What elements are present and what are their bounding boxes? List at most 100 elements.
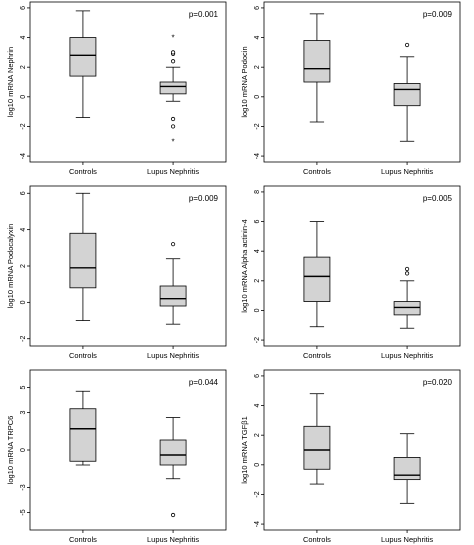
- x-category-label: Controls: [303, 351, 331, 360]
- box-lupus-nephritis: [159, 417, 187, 518]
- y-tick-label: 4: [254, 36, 261, 40]
- y-tick-label: 2: [254, 65, 261, 69]
- y-tick-label: 6: [254, 220, 261, 224]
- box-controls: [69, 192, 97, 321]
- iqr-box: [69, 37, 97, 77]
- y-axis-label: log10 mRNA Podocin: [240, 46, 249, 117]
- y-tick-label: 0: [254, 95, 261, 99]
- outlier-point: [404, 42, 410, 48]
- y-tick-label: 4: [20, 36, 27, 40]
- y-tick-label: -4: [254, 521, 261, 527]
- y-tick-label: -4: [20, 153, 27, 159]
- plot-frame: [263, 369, 461, 531]
- y-tick-label: 8: [254, 190, 261, 194]
- box-controls: [303, 393, 331, 485]
- y-tick-label: 6: [254, 6, 261, 10]
- outlier-point: [404, 271, 410, 276]
- y-tick-label: 4: [254, 249, 261, 253]
- outlier-point: [170, 512, 176, 518]
- y-axis-label: log10 mRNA TGFβ1: [240, 416, 249, 484]
- plot-frame: [29, 1, 227, 163]
- y-tick-label: 6: [20, 6, 27, 10]
- iqr-box: [393, 83, 421, 107]
- y-tick-label: 4: [254, 404, 261, 408]
- outlier-point: [404, 266, 410, 272]
- iqr-box: [303, 425, 331, 470]
- y-tick-label: -4: [254, 153, 261, 159]
- y-axis-label: log10 mRNA Alpha actinin-4: [240, 219, 249, 312]
- p-value-annotation: p=0.009: [423, 10, 453, 19]
- iqr-box: [303, 256, 331, 302]
- iqr-box: [159, 439, 187, 466]
- plot-frame: [263, 185, 461, 347]
- p-value-annotation: p=0.044: [189, 378, 219, 387]
- x-category-label: Lupus Nephritis: [147, 167, 199, 176]
- box-lupus-nephritis: **: [159, 34, 187, 146]
- y-tick-label: 6: [254, 374, 261, 378]
- box-lupus-nephritis: [393, 266, 421, 329]
- x-category-label: Lupus Nephritis: [381, 351, 433, 360]
- panel-2: -4 -2 0 2 4 6 log10 mRNA Podocin p=0.009 Control…: [240, 1, 461, 176]
- y-tick-label: 5: [20, 385, 27, 389]
- iqr-box: [393, 457, 421, 481]
- y-tick-label: 0: [20, 300, 27, 304]
- y-tick-label: 2: [254, 279, 261, 283]
- y-tick-label: 2: [20, 264, 27, 268]
- iqr-box: [69, 408, 97, 462]
- iqr-box: [159, 81, 187, 95]
- y-tick-label: -2: [254, 491, 261, 497]
- box-lupus-nephritis: [159, 242, 187, 325]
- x-category-label: Lupus Nephritis: [147, 535, 199, 544]
- y-tick-label: 2: [254, 433, 261, 437]
- x-category-label: Controls: [69, 167, 97, 176]
- y-tick-label: 0: [254, 463, 261, 467]
- p-value-annotation: p=0.001: [189, 10, 219, 19]
- box-controls: [303, 221, 331, 328]
- x-category-label: Controls: [69, 535, 97, 544]
- x-category-label: Controls: [303, 167, 331, 176]
- outlier-point: [170, 50, 176, 55]
- plot-frame: [29, 369, 227, 531]
- y-axis-label: log10 mRNA TRPC6: [6, 416, 15, 485]
- p-value-annotation: p=0.020: [423, 378, 453, 387]
- y-tick-label: 0: [20, 448, 27, 452]
- outlier-point: [170, 124, 176, 129]
- box-lupus-nephritis: [393, 42, 421, 142]
- p-value-annotation: p=0.005: [423, 194, 453, 203]
- panel-6: -4 -2 0 2 4 6 log10 mRNA TGFβ1 p=0.020 Controls L…: [240, 369, 461, 544]
- plot-frame: [263, 1, 461, 163]
- box-controls: [303, 13, 331, 123]
- outlier-point: [170, 59, 176, 64]
- x-category-label: Lupus Nephritis: [147, 351, 199, 360]
- y-axis-label: log10 mRNA Nephrin: [6, 47, 15, 117]
- x-category-label: Lupus Nephritis: [381, 167, 433, 176]
- iqr-box: [393, 301, 421, 316]
- panel-3: -2 0 2 4 6 log10 mRNA Podocalyxin p=0.009 Contr…: [6, 185, 227, 360]
- x-category-label: Controls: [303, 535, 331, 544]
- box-lupus-nephritis: [393, 433, 421, 504]
- x-category-label: Lupus Nephritis: [381, 535, 433, 544]
- panel-4: -2 0 2 4 6 8 log10 mRNA Alpha actinin-4 p=0.005…: [240, 185, 461, 360]
- y-tick-label: 3: [20, 410, 27, 414]
- y-tick-label: -2: [254, 123, 261, 129]
- outlier-point: [170, 116, 176, 122]
- y-axis-label: log10 mRNA Podocalyxin: [6, 224, 15, 309]
- y-tick-label: -2: [20, 336, 27, 342]
- extreme-point: *: [172, 34, 175, 43]
- y-tick-label: -2: [20, 123, 27, 129]
- iqr-box: [69, 232, 97, 289]
- extreme-point: *: [172, 137, 175, 146]
- p-value-annotation: p=0.009: [189, 194, 219, 203]
- box-controls: [69, 10, 97, 118]
- panel-1: -4 -2 0 2 4 6 log10 mRNA Nephrin p=0.001 Control…: [6, 1, 227, 176]
- y-tick-label: 2: [20, 65, 27, 69]
- y-tick-label: 0: [20, 95, 27, 99]
- y-tick-label: 6: [20, 191, 27, 195]
- box-controls: [69, 390, 97, 466]
- y-tick-label: -3: [20, 484, 27, 490]
- y-tick-label: -5: [20, 509, 27, 515]
- iqr-box: [303, 40, 331, 83]
- outlier-point: [170, 242, 176, 247]
- plot-frame: [29, 185, 227, 347]
